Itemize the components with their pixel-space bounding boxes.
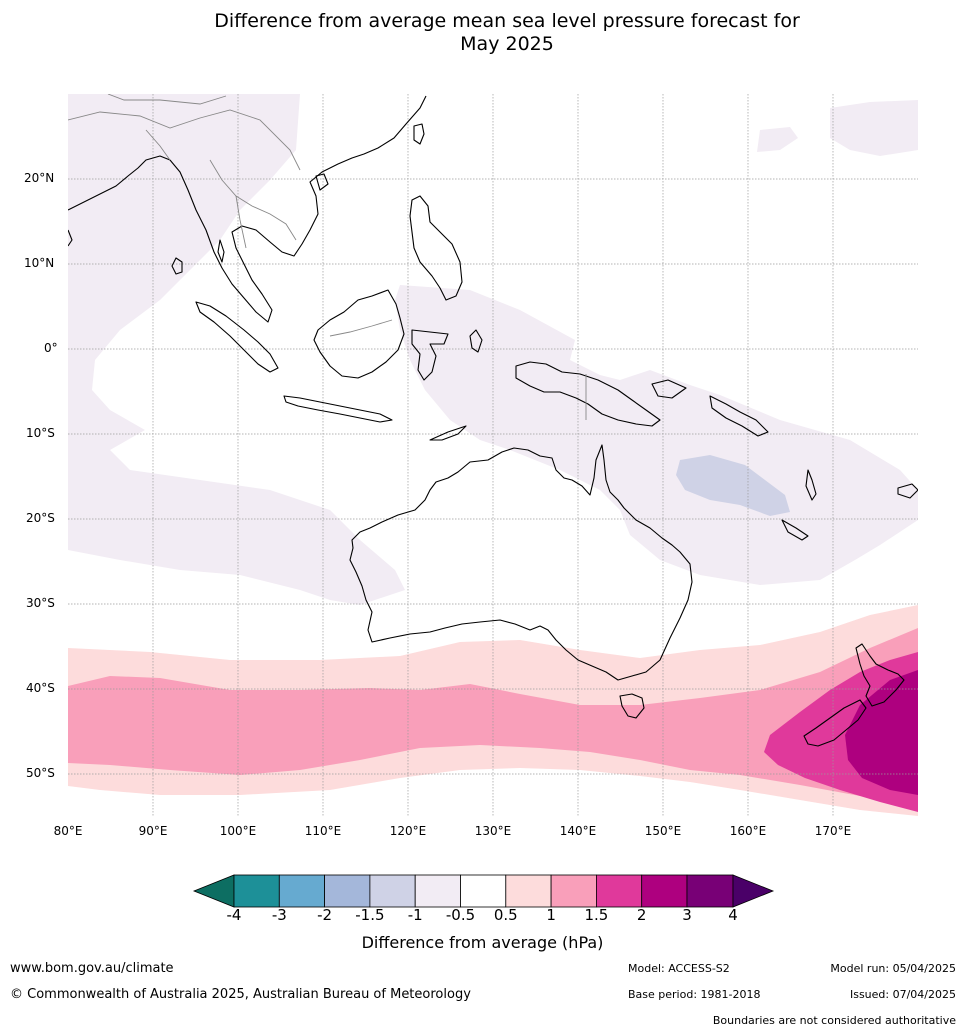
coastline-sulawesi — [411, 329, 449, 381]
lat-label-0: 0° — [44, 341, 58, 355]
lat-label-20s: 20°S — [26, 511, 55, 525]
coastline-andaman — [217, 239, 225, 263]
coastline-timor — [429, 425, 467, 441]
colorbar-segment-5 — [414, 874, 461, 908]
map-area — [68, 94, 918, 816]
lon-label-170e: 170°E — [814, 824, 852, 838]
lon-label-90e: 90°E — [138, 824, 168, 838]
coastline-solomon-islands — [709, 395, 769, 437]
coastline-fiji — [897, 483, 918, 499]
lat-label-40s: 40°S — [26, 681, 55, 695]
lat-label-50s: 50°S — [26, 766, 55, 780]
footer-disclaimer: Boundaries are not considered authoritat… — [712, 1014, 956, 1027]
lon-label-110e: 110°E — [304, 824, 342, 838]
footer-base-period: Base period: 1981-2018 — [628, 988, 761, 1001]
coastline-vanuatu — [805, 469, 817, 501]
colorbar-tick: -4 — [226, 906, 242, 924]
anomaly-region-deep-magenta — [845, 670, 918, 795]
colorbar-tick: 0.5 — [493, 906, 518, 924]
colorbar-tick: -2 — [317, 906, 333, 924]
colorbar-segment-3 — [324, 874, 371, 908]
coastlines — [68, 95, 918, 747]
colorbar-tick: -1 — [407, 906, 423, 924]
map-gridlines — [68, 94, 918, 816]
colorbar-tick: -3 — [271, 906, 287, 924]
lon-label-100e: 100°E — [219, 824, 257, 838]
footer-issued: Issued: 07/04/2025 — [849, 988, 956, 1001]
colorbar-segment-10 — [641, 874, 688, 908]
coastline-india-west — [68, 229, 73, 247]
colorbar-segment-1 — [233, 874, 280, 908]
colorbar-tick: 1.5 — [584, 906, 609, 924]
coastline-taiwan — [413, 123, 425, 145]
colorbar-tick: 3 — [682, 906, 692, 924]
lon-label-150e: 150°E — [644, 824, 682, 838]
coastline-new-guinea — [515, 361, 661, 427]
colorbar-tick: 4 — [728, 906, 738, 924]
coastline-halmahera — [469, 329, 483, 353]
coastline-sumatra — [195, 301, 279, 373]
coastline-australia — [349, 444, 693, 681]
colorbar-segment-11 — [686, 874, 734, 908]
footer-model-run: Model run: 05/04/2025 — [830, 962, 956, 975]
colorbar-segment-6 — [460, 874, 507, 908]
coastline-philippines — [409, 195, 463, 301]
anomaly-region-light-blue — [676, 455, 790, 516]
lat-label-10n: 10°N — [24, 256, 55, 270]
colorbar-segment-7 — [505, 874, 552, 908]
colorbar-tick: -0.5 — [445, 906, 476, 924]
colorbar-segment-9 — [596, 874, 643, 908]
colorbar-segment-8 — [550, 874, 597, 908]
coastline-tasmania — [619, 693, 645, 719]
anomaly-region-pink — [68, 628, 918, 800]
lon-label-80e: 80°E — [53, 824, 83, 838]
coastline-borneo — [313, 289, 405, 379]
country-boundaries — [68, 94, 587, 420]
footer-copyright: © Commonwealth of Australia 2025, Austra… — [10, 987, 471, 1002]
colorbar-tick: 1 — [546, 906, 556, 924]
lon-label-140e: 140°E — [559, 824, 597, 838]
footer-website: www.bom.gov.au/climate — [10, 961, 174, 976]
colorbar-segment-below-min — [192, 874, 235, 908]
title-line-2: May 2025 — [460, 33, 554, 55]
coastline-new-caledonia — [781, 519, 809, 541]
map-title: Difference from average mean sea level p… — [0, 10, 965, 56]
lat-label-20n: 20°N — [24, 171, 55, 185]
lon-label-120e: 120°E — [389, 824, 427, 838]
coastline-mainland-asia — [68, 95, 427, 323]
coastline-hainan — [315, 173, 329, 191]
lon-label-130e: 130°E — [474, 824, 512, 838]
colorbar — [192, 874, 775, 908]
lat-label-30s: 30°S — [26, 596, 55, 610]
coastline-sri-lanka — [171, 257, 183, 275]
colorbar-tick: -1.5 — [355, 906, 385, 924]
lat-label-10s: 10°S — [26, 426, 55, 440]
coastline-new-zealand-south — [803, 699, 867, 747]
coastline-new-britain — [651, 379, 687, 399]
colorbar-segment-above-max — [732, 874, 775, 908]
coastline-new-zealand-north — [855, 643, 905, 707]
title-line-1: Difference from average mean sea level p… — [214, 10, 800, 32]
coastline-java — [283, 395, 393, 423]
lon-label-160e: 160°E — [729, 824, 767, 838]
colorbar-tick: 2 — [636, 906, 647, 924]
colorbar-segment-2 — [278, 874, 325, 908]
footer-model: Model: ACCESS-S2 — [628, 962, 730, 975]
colorbar-label: Difference from average (hPa) — [361, 933, 604, 952]
colorbar-segment-4 — [369, 874, 416, 908]
